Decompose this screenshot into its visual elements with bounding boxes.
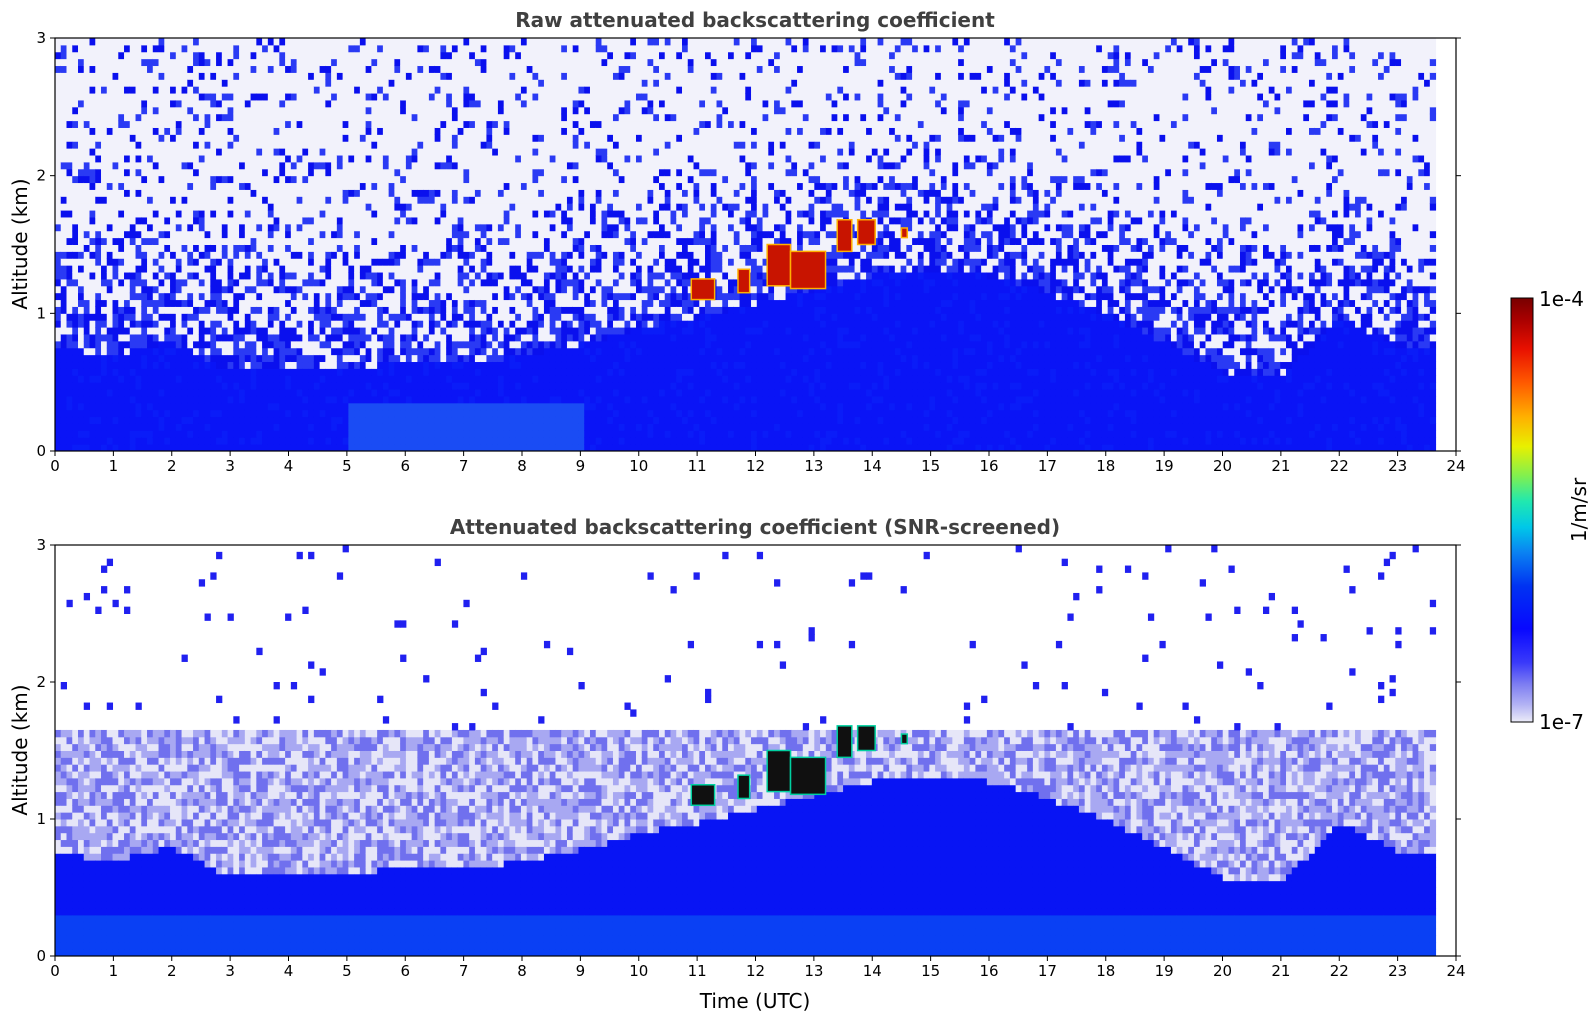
x-tick-label: 17 [1038, 962, 1057, 980]
y-tick-label: 3 [36, 536, 46, 554]
x-tick-label: 12 [746, 457, 765, 475]
panel-raw-backscatter: Raw attenuated backscattering coefficien… [8, 8, 1466, 475]
x-tick-label: 23 [1388, 962, 1407, 980]
colorbar: 1e-4 1e-7 1/m/sr [1510, 287, 1591, 734]
x-tick-label: 2 [167, 962, 177, 980]
x-tick-label: 0 [50, 962, 60, 980]
x-tick-label: 22 [1330, 962, 1349, 980]
x-tick-label: 3 [225, 457, 235, 475]
x-tick-label: 6 [400, 457, 410, 475]
x-tick-label: 14 [863, 457, 882, 475]
x-tick-label: 16 [979, 457, 998, 475]
x-tick-label: 20 [1213, 962, 1232, 980]
x-tick-label: 9 [576, 962, 586, 980]
x-tick-label: 4 [284, 457, 294, 475]
y-tick-label: 1 [36, 304, 46, 322]
x-tick-label: 7 [459, 457, 469, 475]
panel-1-ticks: 0 1 2 3 4 5 6 7 8 9 10 11 12 13 14 15 16 17 18 19 20 21 22 23 24… [36, 29, 1465, 475]
x-tick-label: 8 [517, 962, 527, 980]
x-tick-label: 15 [921, 962, 940, 980]
cloud-patch [900, 227, 909, 239]
x-tick-label: 22 [1330, 457, 1349, 475]
x-tick-label: 6 [400, 962, 410, 980]
x-tick-label: 1 [109, 457, 119, 475]
x-tick-label: 11 [688, 962, 707, 980]
x-tick-label: 2 [167, 457, 177, 475]
panel-2-ylabel: Altitude (km) [8, 684, 32, 815]
colorbar-gradient [1510, 297, 1534, 723]
x-tick-label: 19 [1155, 457, 1174, 475]
x-tick-label: 11 [688, 457, 707, 475]
x-tick-label: 13 [804, 457, 823, 475]
y-tick-label: 0 [36, 947, 46, 965]
x-tick-label: 20 [1213, 457, 1232, 475]
cloud-patch [690, 784, 716, 807]
x-tick-label: 3 [225, 962, 235, 980]
colorbar-max-label: 1e-4 [1539, 287, 1584, 311]
cloud-patch [737, 268, 751, 294]
x-tick-label: 0 [50, 457, 60, 475]
x-tick-label: 19 [1155, 962, 1174, 980]
panel-2-ticks: 0 1 2 3 4 5 6 7 8 9 10 11 12 13 14 15 16 17 18 19 20 21 22 23 24… [36, 536, 1465, 980]
y-tick-label: 2 [36, 167, 46, 185]
panel-2-title: Attenuated backscattering coefficient (S… [450, 515, 1060, 539]
x-tick-label: 5 [342, 457, 352, 475]
y-tick-label: 2 [36, 673, 46, 691]
panel-screened-backscatter: Attenuated backscattering coefficient (S… [8, 515, 1466, 1013]
x-tick-label: 21 [1271, 962, 1290, 980]
x-tick-label: 12 [746, 962, 765, 980]
x-tick-label: 8 [517, 457, 527, 475]
cloud-patch [766, 749, 792, 793]
cloud-patch [856, 725, 876, 752]
heatmap-raw [55, 38, 1437, 451]
panel-2-xlabel: Time (UTC) [699, 989, 811, 1013]
x-tick-label: 24 [1446, 962, 1465, 980]
x-tick-label: 18 [1096, 962, 1115, 980]
panel-1-title: Raw attenuated backscattering coefficien… [515, 8, 995, 32]
x-tick-label: 24 [1446, 457, 1465, 475]
x-tick-label: 18 [1096, 457, 1115, 475]
panel-1-ylabel: Altitude (km) [8, 178, 32, 309]
cloud-patch [836, 725, 853, 759]
x-tick-label: 17 [1038, 457, 1057, 475]
y-tick-label: 1 [36, 810, 46, 828]
y-tick-label: 0 [36, 442, 46, 460]
x-tick-label: 10 [629, 457, 648, 475]
colorbar-min-label: 1e-7 [1539, 710, 1584, 734]
y-tick-label: 3 [36, 29, 46, 47]
x-tick-label: 16 [979, 962, 998, 980]
cloud-patch [900, 733, 909, 745]
cloud-patch [836, 218, 853, 253]
x-tick-label: 15 [921, 457, 940, 475]
cloud-patch [789, 250, 827, 290]
x-tick-label: 14 [863, 962, 882, 980]
x-tick-label: 23 [1388, 457, 1407, 475]
cloud-patch [690, 278, 716, 301]
x-tick-label: 5 [342, 962, 352, 980]
heatmap-screened [55, 545, 1456, 956]
cloud-patch [737, 774, 751, 800]
cloud-patch [766, 243, 792, 287]
x-tick-label: 21 [1271, 457, 1290, 475]
x-tick-label: 7 [459, 962, 469, 980]
colorbar-unit-label: 1/m/sr [1567, 477, 1591, 542]
x-tick-label: 9 [576, 457, 586, 475]
x-tick-label: 4 [284, 962, 294, 980]
x-tick-label: 10 [629, 962, 648, 980]
cloud-patch [789, 756, 827, 796]
x-tick-label: 1 [109, 962, 119, 980]
cloud-patch [856, 218, 876, 246]
x-tick-label: 13 [804, 962, 823, 980]
